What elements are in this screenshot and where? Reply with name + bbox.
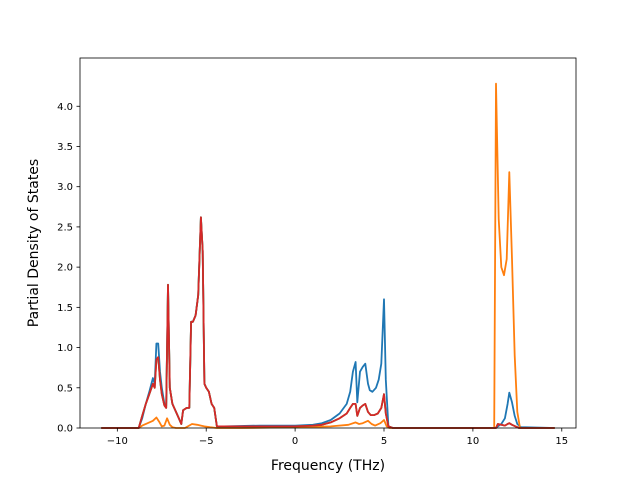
- x-tick-label: 15: [555, 436, 568, 447]
- x-axis-title: Frequency (THz): [271, 458, 385, 474]
- x-tick-label: −10: [107, 436, 128, 447]
- y-tick-label: 0.5: [57, 383, 73, 394]
- y-tick-label: 3.5: [57, 142, 73, 153]
- series-layer: [101, 82, 555, 429]
- y-tick-label: 4.0: [57, 102, 73, 113]
- y-tick-label: 2.0: [57, 263, 73, 274]
- y-axis-title: Partial Density of States: [26, 159, 42, 327]
- y-axis: 0.0 0.5 1.0 1.5 2.0 2.5 3.0 3.5 4.0: [57, 102, 80, 435]
- series-line-4: [101, 216, 555, 429]
- y-tick-label: 1.5: [57, 303, 73, 314]
- plot-frame: [79, 57, 577, 429]
- x-tick-label: 5: [381, 436, 387, 447]
- y-tick-label: 0.0: [57, 424, 73, 435]
- x-tick-label: 0: [292, 436, 298, 447]
- y-tick-label: 3.0: [57, 182, 73, 193]
- x-tick-label: 10: [467, 436, 480, 447]
- series-line-2: [101, 82, 555, 429]
- y-tick-label: 2.5: [57, 222, 73, 233]
- x-tick-label: −5: [199, 436, 214, 447]
- x-axis: −10 −5 0 5 10 15: [107, 428, 568, 447]
- y-tick-label: 1.0: [57, 343, 73, 354]
